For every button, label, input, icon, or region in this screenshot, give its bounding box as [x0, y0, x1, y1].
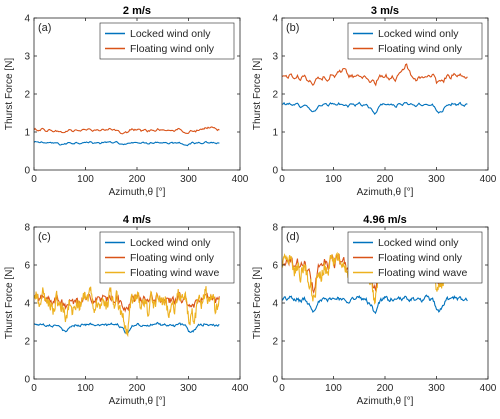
panel-d: 0 100 200 300 400 0 2 4 6 8 4.96 m/s Azimuth,θ [°] T… [252, 214, 497, 407]
y-tick-label: 6 [272, 261, 278, 272]
y-tick-label: 4 [24, 299, 30, 310]
series-line-floating [282, 63, 468, 87]
panel-label: (b) [286, 22, 299, 34]
y-tick-label: 2 [24, 90, 30, 101]
y-axis-label: Thurst Force [N] [4, 58, 15, 130]
y-tick-label: 3 [24, 52, 30, 63]
legend-entry: Floating wind only [130, 43, 215, 55]
x-tick-label: 200 [129, 174, 146, 185]
series-lines [34, 126, 220, 147]
x-tick-label: 300 [180, 383, 197, 394]
legend-entry: Locked wind only [130, 28, 211, 40]
panel-label: (c) [38, 231, 51, 243]
y-tick-label: 8 [24, 223, 30, 234]
panel-c: 0 100 200 300 400 0 2 4 6 8 4 m/s Azimuth,θ [°] Thur… [4, 214, 249, 407]
x-tick-label: 400 [232, 383, 249, 394]
x-tick-label: 0 [279, 383, 285, 394]
y-tick-label: 8 [272, 223, 278, 234]
series-line-locked [34, 140, 220, 147]
x-tick-label: 200 [129, 383, 146, 394]
chart-title: 4 m/s [123, 214, 151, 226]
y-tick-label: 2 [272, 90, 278, 101]
series-line-wave [282, 248, 468, 305]
chart-title: 2 m/s [123, 5, 151, 17]
x-tick-label: 0 [31, 174, 37, 185]
y-tick-label: 0 [272, 166, 278, 177]
legend: Locked wind only Floating wind only [99, 22, 235, 60]
x-tick-label: 300 [428, 383, 445, 394]
y-axis-label: Thurst Force [N] [252, 267, 263, 339]
y-axis-label: Thurst Force [N] [252, 58, 263, 130]
x-axis-label: Azimuth,θ [°] [109, 187, 166, 198]
legend: Locked wind only Floating wind only Floati… [347, 231, 483, 284]
y-tick-label: 4 [272, 14, 278, 25]
y-tick-label: 3 [272, 52, 278, 63]
x-tick-label: 100 [77, 383, 94, 394]
legend-entry: Locked wind only [378, 237, 459, 249]
x-tick-label: 0 [31, 383, 37, 394]
chart-title: 3 m/s [371, 5, 399, 17]
series-line-locked [282, 101, 468, 116]
legend: Locked wind only Floating wind only [347, 22, 483, 60]
series-line-floating [34, 126, 220, 135]
x-tick-label: 200 [377, 174, 394, 185]
legend-box [347, 22, 483, 60]
x-axis-label: Azimuth,θ [°] [357, 187, 414, 198]
legend-entry: Locked wind only [130, 237, 211, 249]
y-tick-label: 2 [24, 337, 30, 348]
legend: Locked wind only Floating wind only Floati… [99, 231, 235, 284]
x-tick-label: 400 [480, 174, 497, 185]
panel-b: 0 100 200 300 400 0 1 2 3 4 3 m/s Azimuth,θ [°] Thur… [252, 5, 497, 198]
series-line-floating [34, 291, 220, 313]
y-tick-label: 2 [272, 337, 278, 348]
series-lines [282, 63, 468, 116]
y-tick-label: 1 [272, 128, 278, 139]
x-tick-label: 200 [377, 383, 394, 394]
y-tick-label: 0 [272, 375, 278, 386]
y-axis-label: Thurst Force [N] [4, 267, 15, 339]
legend-entry: Floating wind wave [378, 267, 467, 279]
legend-entry: Locked wind only [378, 28, 459, 40]
series-line-wave [34, 286, 220, 338]
y-tick-label: 6 [24, 261, 30, 272]
x-tick-label: 300 [428, 174, 445, 185]
legend-entry: Floating wind wave [130, 267, 219, 279]
x-tick-label: 100 [325, 174, 342, 185]
x-axis-label: Azimuth,θ [°] [109, 396, 166, 407]
x-tick-label: 100 [77, 174, 94, 185]
y-tick-label: 4 [272, 299, 278, 310]
legend-entry: Floating wind only [130, 252, 215, 264]
x-tick-label: 400 [232, 174, 249, 185]
panel-label: (a) [38, 22, 51, 34]
y-tick-label: 4 [24, 14, 30, 25]
x-axis-label: Azimuth,θ [°] [357, 396, 414, 407]
x-tick-label: 100 [325, 383, 342, 394]
y-tick-label: 1 [24, 128, 30, 139]
x-tick-label: 400 [480, 383, 497, 394]
panel-a: 0 100 200 300 400 0 1 2 3 4 2 m/s Azimuth,θ [°] Thur… [4, 5, 249, 198]
legend-box [99, 22, 235, 60]
series-lines [34, 286, 220, 338]
legend-entry: Floating wind only [378, 43, 463, 55]
x-tick-label: 300 [180, 174, 197, 185]
y-tick-label: 0 [24, 375, 30, 386]
panel-label: (d) [286, 231, 299, 243]
y-tick-label: 0 [24, 166, 30, 177]
x-tick-label: 0 [279, 174, 285, 185]
series-line-locked [282, 294, 468, 315]
chart-title: 4.96 m/s [363, 214, 406, 226]
legend-entry: Floating wind only [378, 252, 463, 264]
